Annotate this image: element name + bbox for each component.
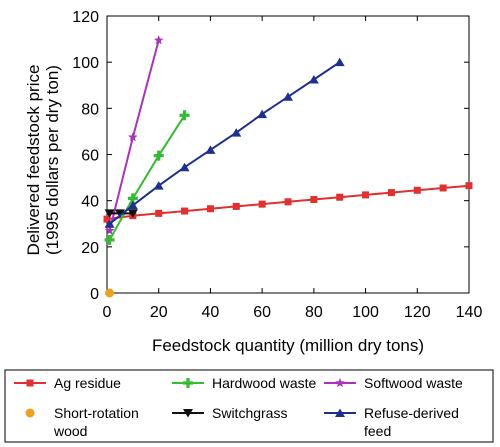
series-switchgrass — [104, 209, 138, 218]
data-point — [362, 191, 370, 199]
legend-label: Refuse-derived — [364, 405, 459, 421]
data-point — [231, 128, 242, 137]
data-point — [127, 209, 138, 218]
data-point — [153, 181, 164, 190]
data-point — [232, 202, 240, 210]
data-point — [114, 209, 125, 218]
data-point — [128, 132, 138, 142]
x-tick-label: 60 — [253, 304, 271, 321]
axes: 0 20 40 60 80 100 120 140 0 20 40 60 80 100 120 — [72, 9, 482, 321]
data-point — [155, 209, 163, 217]
series-layer — [103, 35, 473, 298]
y-tick-label: 80 — [81, 101, 99, 118]
legend-marker — [183, 378, 193, 388]
data-point — [413, 186, 421, 194]
data-point — [257, 109, 268, 119]
data-point — [283, 92, 293, 101]
x-tick-label: 120 — [404, 304, 431, 321]
data-point — [127, 200, 138, 210]
legend-label: Switchgrass — [212, 405, 287, 421]
data-point — [179, 162, 190, 172]
data-point — [181, 207, 189, 215]
legend-marker — [183, 409, 193, 418]
data-point — [104, 234, 115, 245]
legend-label: Short-rotation — [54, 405, 139, 421]
legend-label: Softwood waste — [364, 375, 463, 391]
legend-label: Ag residue — [54, 375, 121, 391]
y-tick-label: 20 — [81, 240, 99, 257]
data-point — [206, 205, 214, 213]
data-point — [258, 200, 266, 208]
y-tick-label: 60 — [81, 148, 99, 165]
data-point — [310, 196, 318, 204]
x-tick-label: 0 — [103, 304, 112, 321]
legend: Ag residue Hardwood waste Softwood waste Sh… — [4, 369, 494, 443]
data-point — [105, 288, 115, 298]
data-point — [104, 219, 115, 228]
x-tick-label: 40 — [202, 304, 220, 321]
series-softwood-waste — [104, 35, 164, 235]
y-tick-label: 120 — [72, 9, 99, 26]
series-short-rotation-wood — [105, 288, 115, 298]
data-point — [284, 198, 292, 206]
data-point — [465, 182, 473, 190]
data-point — [127, 193, 138, 204]
y-tick-label: 100 — [72, 55, 99, 72]
data-point — [104, 225, 115, 235]
legend-item-switchgrass: Switchgrass — [172, 405, 287, 421]
data-point — [103, 215, 111, 223]
series-line — [108, 61, 341, 225]
legend-label: Hardwood waste — [212, 375, 316, 391]
legend-item-softwood-waste: Softwood waste — [324, 375, 463, 391]
legend-marker — [335, 408, 345, 417]
data-point — [179, 110, 190, 121]
x-tick-label: 100 — [352, 304, 379, 321]
data-point — [153, 35, 164, 45]
y-axis-label-line-2: (1995 dollars per dry ton) — [43, 65, 62, 255]
legend-label: wood — [53, 423, 87, 439]
data-point — [153, 150, 164, 161]
series-hardwood-waste — [104, 110, 190, 245]
y-tick-label: 0 — [90, 286, 99, 303]
series-line — [108, 114, 186, 241]
series-refuse-derived-feed — [104, 57, 345, 228]
legend-item-hardwood-waste: Hardwood waste — [172, 375, 316, 391]
series-ag-residue — [103, 182, 473, 223]
x-tick-label: 80 — [305, 304, 323, 321]
data-point — [205, 145, 216, 154]
legend-marker — [25, 408, 35, 418]
y-axis-label-line-1: Delivered feedstock price — [24, 65, 43, 256]
data-point — [439, 184, 447, 192]
data-point — [334, 57, 345, 67]
x-tick-label: 140 — [456, 304, 483, 321]
data-point — [336, 193, 344, 201]
legend-marker — [26, 379, 34, 387]
x-axis-label: Feedstock quantity (million dry tons) — [152, 336, 424, 355]
legend-item-short-rotation-wood: Short-rotation wood — [25, 405, 139, 439]
x-tick-label: 20 — [150, 304, 168, 321]
legend-item-ag-residue: Ag residue — [14, 375, 121, 391]
legend-box — [4, 369, 494, 443]
data-point — [104, 209, 115, 218]
data-point — [308, 74, 319, 84]
legend-label: feed — [364, 423, 391, 439]
data-point — [387, 189, 395, 197]
y-tick-label: 40 — [81, 194, 99, 211]
legend-item-refuse-derived-feed: Refuse-derived feed — [324, 405, 459, 439]
legend-marker — [335, 378, 345, 388]
